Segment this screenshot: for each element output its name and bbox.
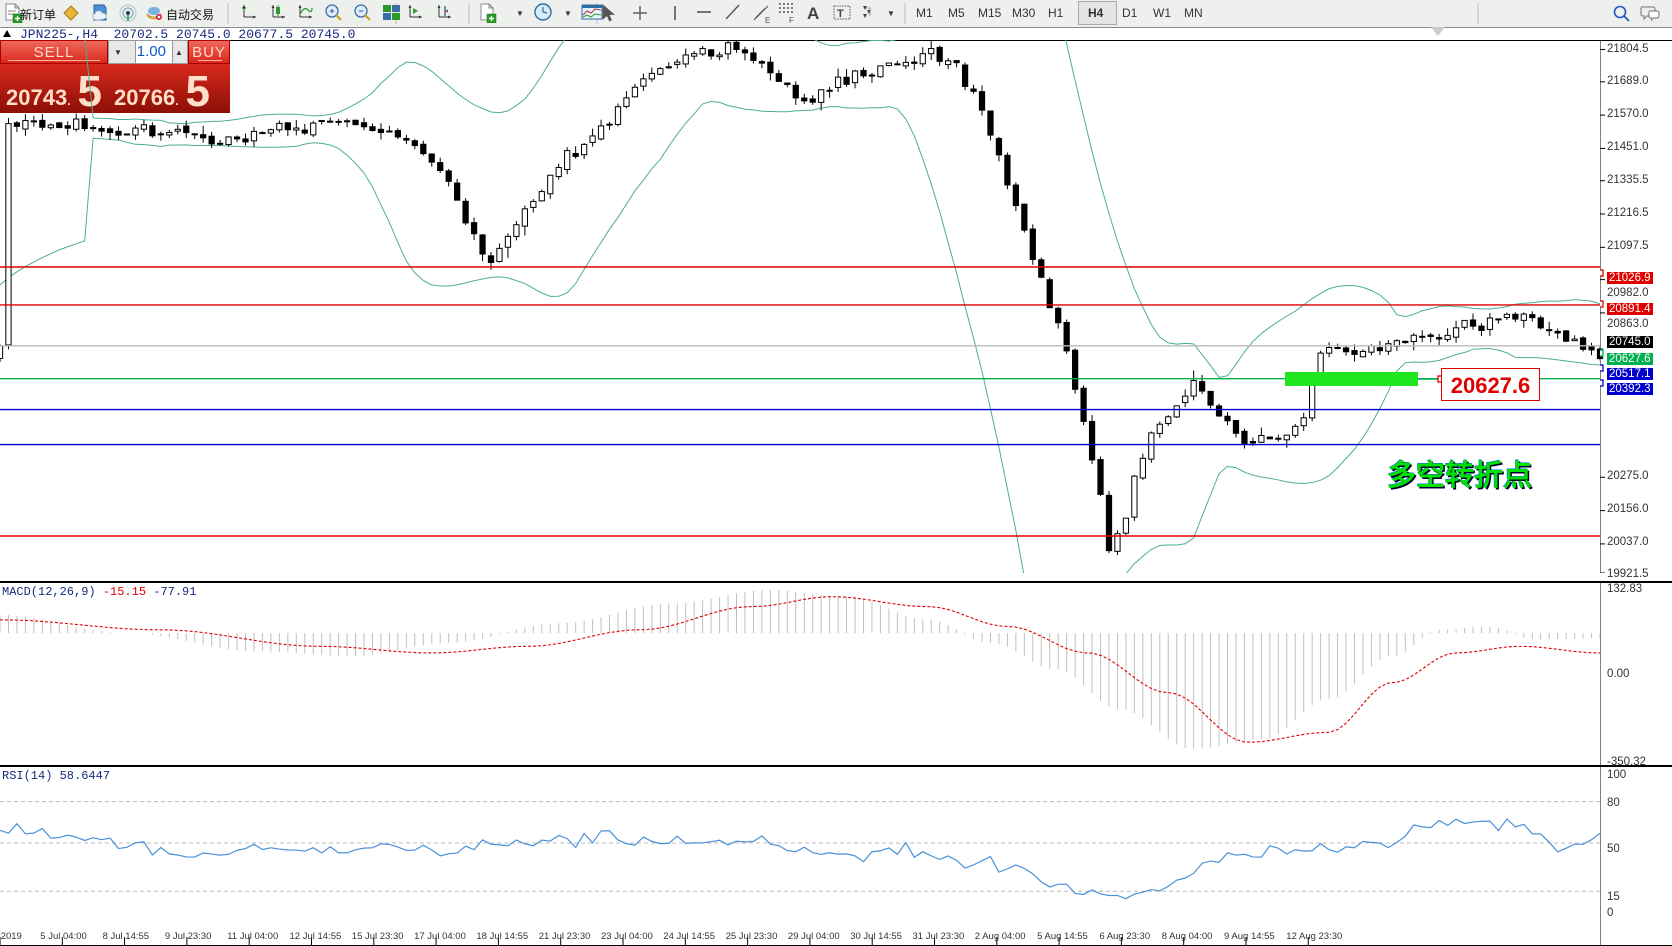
svg-text:F: F: [789, 16, 794, 25]
svg-text:T: T: [837, 8, 844, 20]
svg-text:E: E: [765, 16, 770, 25]
